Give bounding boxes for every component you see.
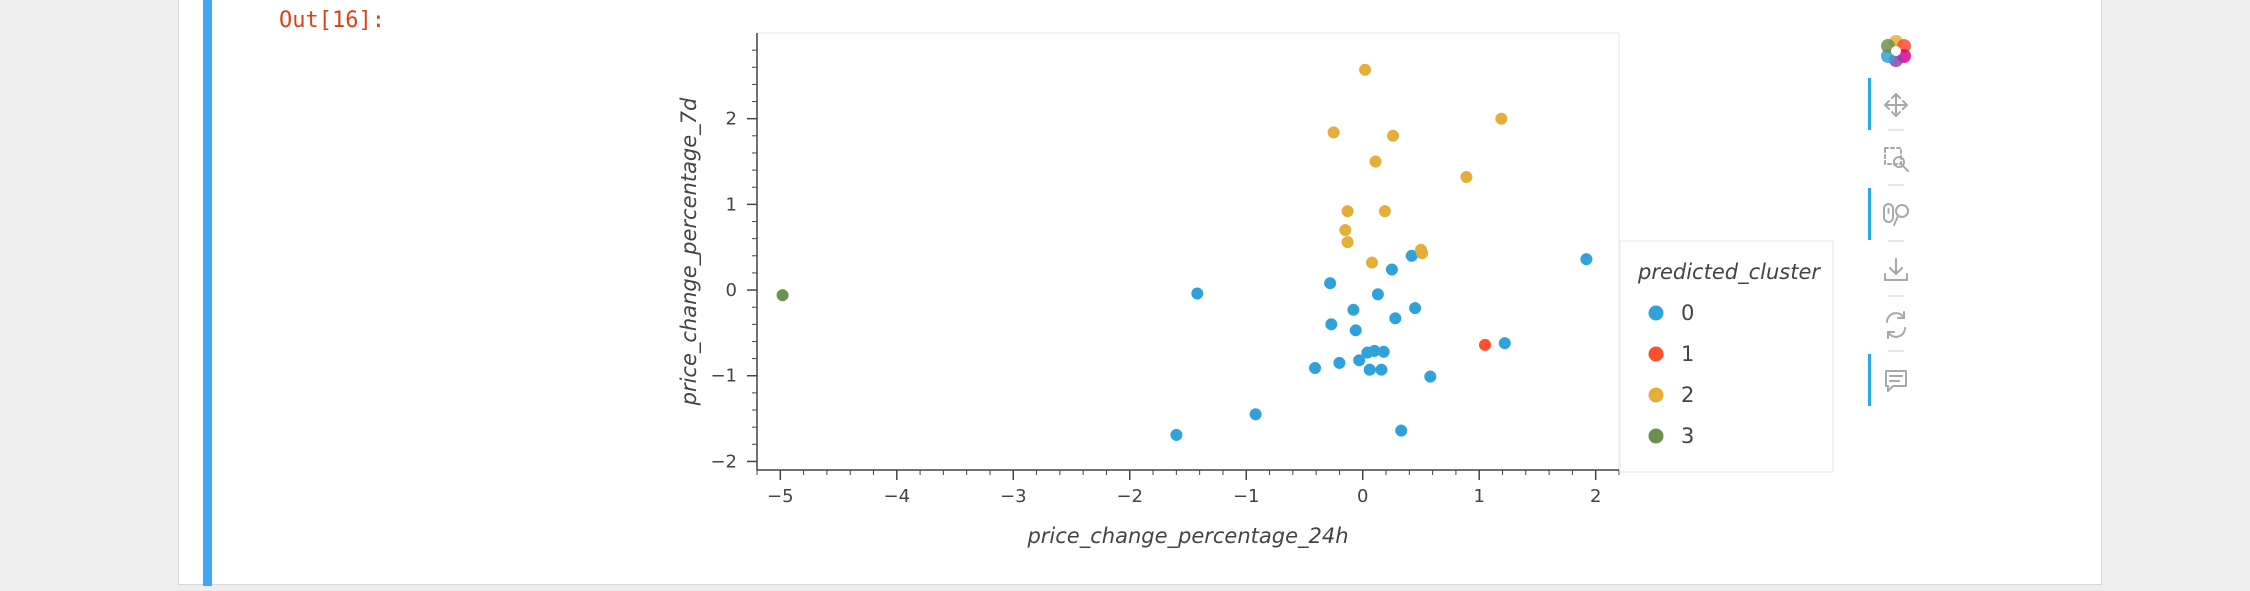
data-point-cluster-2-1[interactable]	[1495, 112, 1508, 125]
box-zoom-icon	[1884, 147, 1909, 172]
data-point-cluster-2-4[interactable]	[1369, 155, 1382, 168]
legend-title: predicted_cluster	[1637, 260, 1821, 285]
legend-label-cluster-0: 0	[1681, 301, 1694, 325]
data-point-cluster-2-5[interactable]	[1460, 170, 1473, 184]
y-tick-label: 0	[726, 280, 737, 301]
legend-swatch-cluster-0	[1648, 305, 1664, 321]
data-point-cluster-2-0[interactable]	[1359, 63, 1372, 76]
data-point-cluster-0-5[interactable]	[1385, 263, 1398, 276]
reset-tool[interactable]	[1886, 311, 1906, 339]
box-zoom-tool[interactable]	[1884, 147, 1909, 172]
x-tick-label: −5	[767, 486, 794, 507]
data-point-cluster-0-2[interactable]	[1170, 428, 1183, 441]
data-point-cluster-0-20[interactable]	[1375, 363, 1388, 376]
x-tick-label: 1	[1473, 486, 1484, 507]
y-axis-label: price_change_percentage_7d	[677, 97, 702, 406]
x-tick-label: −1	[1233, 486, 1260, 507]
data-point-cluster-3-0[interactable]	[776, 289, 789, 302]
toolbar	[1868, 35, 1911, 406]
save-tool[interactable]	[1884, 258, 1908, 281]
hover-tool[interactable]	[1868, 354, 1907, 406]
legend-label-cluster-1: 1	[1681, 342, 1694, 366]
data-point-cluster-0-3[interactable]	[1249, 408, 1262, 421]
comment-icon	[1885, 370, 1907, 392]
x-tick-label: −4	[884, 486, 911, 507]
cell-selection-bar[interactable]	[203, 0, 212, 586]
x-tick-label: 0	[1357, 486, 1368, 507]
data-point-cluster-2-6[interactable]	[1341, 205, 1354, 218]
data-point-cluster-0-12[interactable]	[1389, 312, 1402, 325]
data-point-cluster-2-2[interactable]	[1327, 126, 1340, 139]
legend-swatch-cluster-2	[1648, 387, 1664, 403]
plot-area[interactable]	[756, 32, 1620, 471]
data-point-cluster-0-23[interactable]	[1395, 424, 1408, 437]
data-point-cluster-0-16[interactable]	[1353, 354, 1366, 367]
data-point-cluster-0-1[interactable]	[1191, 287, 1204, 300]
y-tick-label: −2	[710, 451, 737, 472]
wheel-zoom-tool[interactable]	[1868, 188, 1909, 240]
legend-swatch-cluster-1	[1648, 346, 1664, 362]
bokeh-logo-icon[interactable]	[1881, 35, 1911, 67]
x-tick-label: −3	[1000, 486, 1027, 507]
data-point-cluster-2-7[interactable]	[1378, 205, 1391, 218]
x-axis-label: price_change_percentage_24h	[1026, 524, 1348, 549]
legend-label-cluster-3: 3	[1681, 424, 1694, 448]
x-tick-label: −2	[1116, 486, 1143, 507]
legend-label-cluster-2: 2	[1681, 383, 1694, 407]
y-tick-label: 2	[726, 109, 737, 130]
legend-swatch-cluster-3	[1648, 428, 1664, 444]
data-point-cluster-0-15[interactable]	[1377, 345, 1390, 358]
data-point-cluster-2-9[interactable]	[1341, 236, 1354, 249]
data-point-cluster-1-0[interactable]	[1478, 338, 1492, 351]
pan-tool[interactable]	[1868, 78, 1908, 130]
reset-icon	[1886, 311, 1906, 339]
data-point-cluster-0-0[interactable]	[1580, 253, 1593, 266]
x-tick-label: 2	[1590, 486, 1601, 507]
legend: predicted_cluster 0 1 2 3	[1619, 240, 1834, 473]
data-point-cluster-0-8[interactable]	[1347, 303, 1360, 316]
data-point-cluster-0-9[interactable]	[1409, 302, 1422, 315]
data-point-cluster-2-3[interactable]	[1386, 129, 1400, 142]
wheel-zoom-icon	[1883, 203, 1909, 226]
data-point-cluster-0-11[interactable]	[1349, 324, 1362, 337]
y-tick-label: 1	[726, 194, 737, 215]
data-point-cluster-0-17[interactable]	[1333, 356, 1346, 369]
download-icon	[1884, 258, 1908, 281]
data-point-cluster-2-11[interactable]	[1416, 247, 1429, 260]
output-prompt: Out[16]:	[279, 8, 385, 33]
move-arrows-icon	[1884, 93, 1908, 117]
data-point-cluster-0-18[interactable]	[1308, 361, 1322, 375]
data-point-cluster-0-19[interactable]	[1363, 363, 1376, 376]
data-point-cluster-2-8[interactable]	[1339, 224, 1352, 237]
data-point-cluster-2-12[interactable]	[1365, 256, 1379, 269]
data-point-cluster-0-21[interactable]	[1424, 370, 1437, 383]
data-point-cluster-0-10[interactable]	[1325, 318, 1338, 331]
data-point-cluster-0-22[interactable]	[1498, 337, 1511, 350]
y-tick-label: −1	[710, 366, 737, 387]
data-point-cluster-0-4[interactable]	[1324, 277, 1337, 290]
data-point-cluster-0-7[interactable]	[1371, 288, 1384, 301]
